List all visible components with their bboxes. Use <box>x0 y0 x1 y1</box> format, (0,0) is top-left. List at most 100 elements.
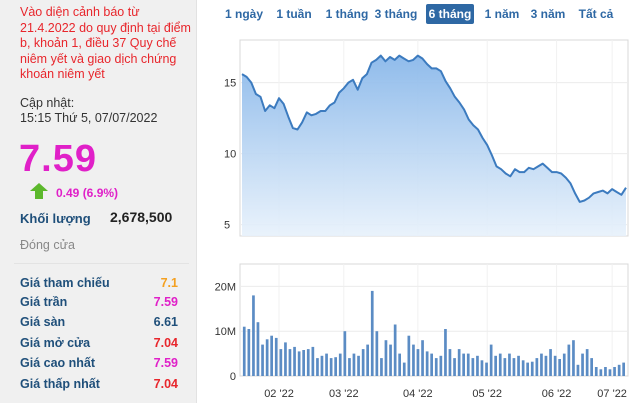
detail-value: 7.59 <box>153 295 178 309</box>
volume-bar <box>608 369 612 376</box>
x-tick-label: 03 '22 <box>329 388 359 400</box>
x-tick-label: 06 '22 <box>542 388 572 400</box>
volume-bar <box>508 353 511 376</box>
volume-bar <box>242 326 246 376</box>
price-y-tick-label: 15 <box>224 78 236 90</box>
detail-row-ceiling: Giá trần 7.59 <box>20 295 178 313</box>
volume-bar <box>252 295 255 376</box>
volume-bar <box>430 353 433 376</box>
tab-1-month[interactable]: 1 tháng <box>325 7 369 21</box>
volume-bar <box>361 349 365 376</box>
volume-bar <box>412 344 415 376</box>
volume-bar <box>329 358 333 376</box>
stock-info-panel: Vào diện cảnh báo từ 21.4.2022 do quy đị… <box>0 0 197 403</box>
volume-bar <box>256 322 260 376</box>
x-tick-label: 04 '22 <box>403 388 433 400</box>
volume-bar <box>613 367 616 376</box>
volume-bar <box>599 369 603 376</box>
volume-bar <box>576 364 580 376</box>
volume-bar <box>512 358 516 376</box>
volume-bar <box>306 349 310 376</box>
detail-label: Giá thấp nhất <box>20 377 100 391</box>
volume-y-tick-label: 10M <box>215 326 236 338</box>
volume-bar <box>320 355 324 376</box>
volume-bar <box>416 349 420 376</box>
volume-bar <box>480 360 484 376</box>
volume-bar <box>558 359 561 376</box>
volume-bar <box>617 364 621 376</box>
volume-bar <box>476 355 479 376</box>
chart-svg: 5 10 15 02 '22 03 '22 04 '22 05 '22 06 '22 07 '2… <box>215 39 629 400</box>
tab-1-day[interactable]: 1 ngày <box>224 7 263 21</box>
volume-bar <box>590 358 593 376</box>
volume-bar <box>549 349 552 376</box>
volume-bar <box>594 367 598 376</box>
volume-bar <box>284 342 287 376</box>
tab-1-year[interactable]: 1 năm <box>484 7 520 21</box>
price-change: 0.49 (6.9%) <box>56 186 119 200</box>
volume-bar <box>585 349 589 376</box>
volume-bar <box>421 340 424 376</box>
volume-bar <box>562 353 566 376</box>
detail-value: 6.61 <box>153 315 178 329</box>
volume-bar <box>457 349 461 376</box>
volume-bar <box>348 358 351 376</box>
detail-row-open: Giá mở cửa 7.04 <box>20 336 178 354</box>
price-area <box>242 55 626 236</box>
volume-bar <box>375 331 379 376</box>
updated-label: Cập nhật: <box>20 96 75 110</box>
volume-bar <box>544 355 548 376</box>
volume-bar <box>270 335 273 376</box>
tab-1-week[interactable]: 1 tuần <box>276 7 312 21</box>
volume-bar <box>274 337 278 376</box>
volume-bar <box>425 351 429 376</box>
detail-label: Giá mở cửa <box>20 336 91 350</box>
volume-bar <box>398 353 401 376</box>
volume-bar <box>389 344 392 376</box>
detail-value: 7.04 <box>153 336 178 350</box>
volume-bar <box>302 350 305 376</box>
volume-bar <box>357 355 360 376</box>
x-tick-label: 07 '22 <box>597 388 627 400</box>
volume-bar <box>453 358 456 376</box>
current-price: 7.59 <box>19 138 97 180</box>
divider <box>14 263 189 264</box>
volume-bar <box>325 353 328 376</box>
volume-bar <box>247 329 251 376</box>
detail-label: Giá trần <box>20 295 68 309</box>
volume-bar <box>293 346 296 376</box>
tab-3-years[interactable]: 3 năm <box>530 7 566 21</box>
detail-value: 7.1 <box>160 276 178 290</box>
volume-bar <box>261 344 264 376</box>
volume-bar <box>521 360 525 376</box>
volume-bar <box>540 353 543 376</box>
volume-bar <box>338 353 342 376</box>
volume-bar <box>370 290 374 376</box>
tab-all[interactable]: Tất cả <box>578 7 614 21</box>
volume-bar <box>485 362 488 376</box>
volume-bar <box>489 344 493 376</box>
volume-bar <box>553 355 557 376</box>
volume-bar <box>448 349 452 376</box>
volume-bar <box>384 340 388 376</box>
volume-bar <box>366 344 369 376</box>
volume-bar <box>517 355 520 376</box>
volume-y-tick-label: 0 <box>230 371 236 383</box>
price-chart[interactable]: 5 10 15 02 '22 03 '22 04 '22 05 '22 06 '22 07 '2… <box>210 26 640 403</box>
volume-bar <box>503 358 507 376</box>
detail-label: Giá tham chiếu <box>20 276 110 290</box>
volume-bar <box>471 358 475 376</box>
volume-bar <box>439 355 443 376</box>
tab-6-months[interactable]: 6 tháng <box>426 4 474 24</box>
up-arrow-icon <box>30 183 48 199</box>
volume-bar <box>567 344 571 376</box>
volume-bar <box>380 358 383 376</box>
market-status: Đóng cửa <box>20 238 75 252</box>
volume-bar <box>265 339 269 376</box>
volume-bar <box>572 340 575 376</box>
tab-3-months[interactable]: 3 tháng <box>374 7 418 21</box>
volume-bar <box>343 331 347 376</box>
volume-bar <box>288 349 292 376</box>
detail-value: 7.59 <box>153 356 178 370</box>
updated-time: 15:15 Thứ 5, 07/07/2022 <box>20 111 158 125</box>
